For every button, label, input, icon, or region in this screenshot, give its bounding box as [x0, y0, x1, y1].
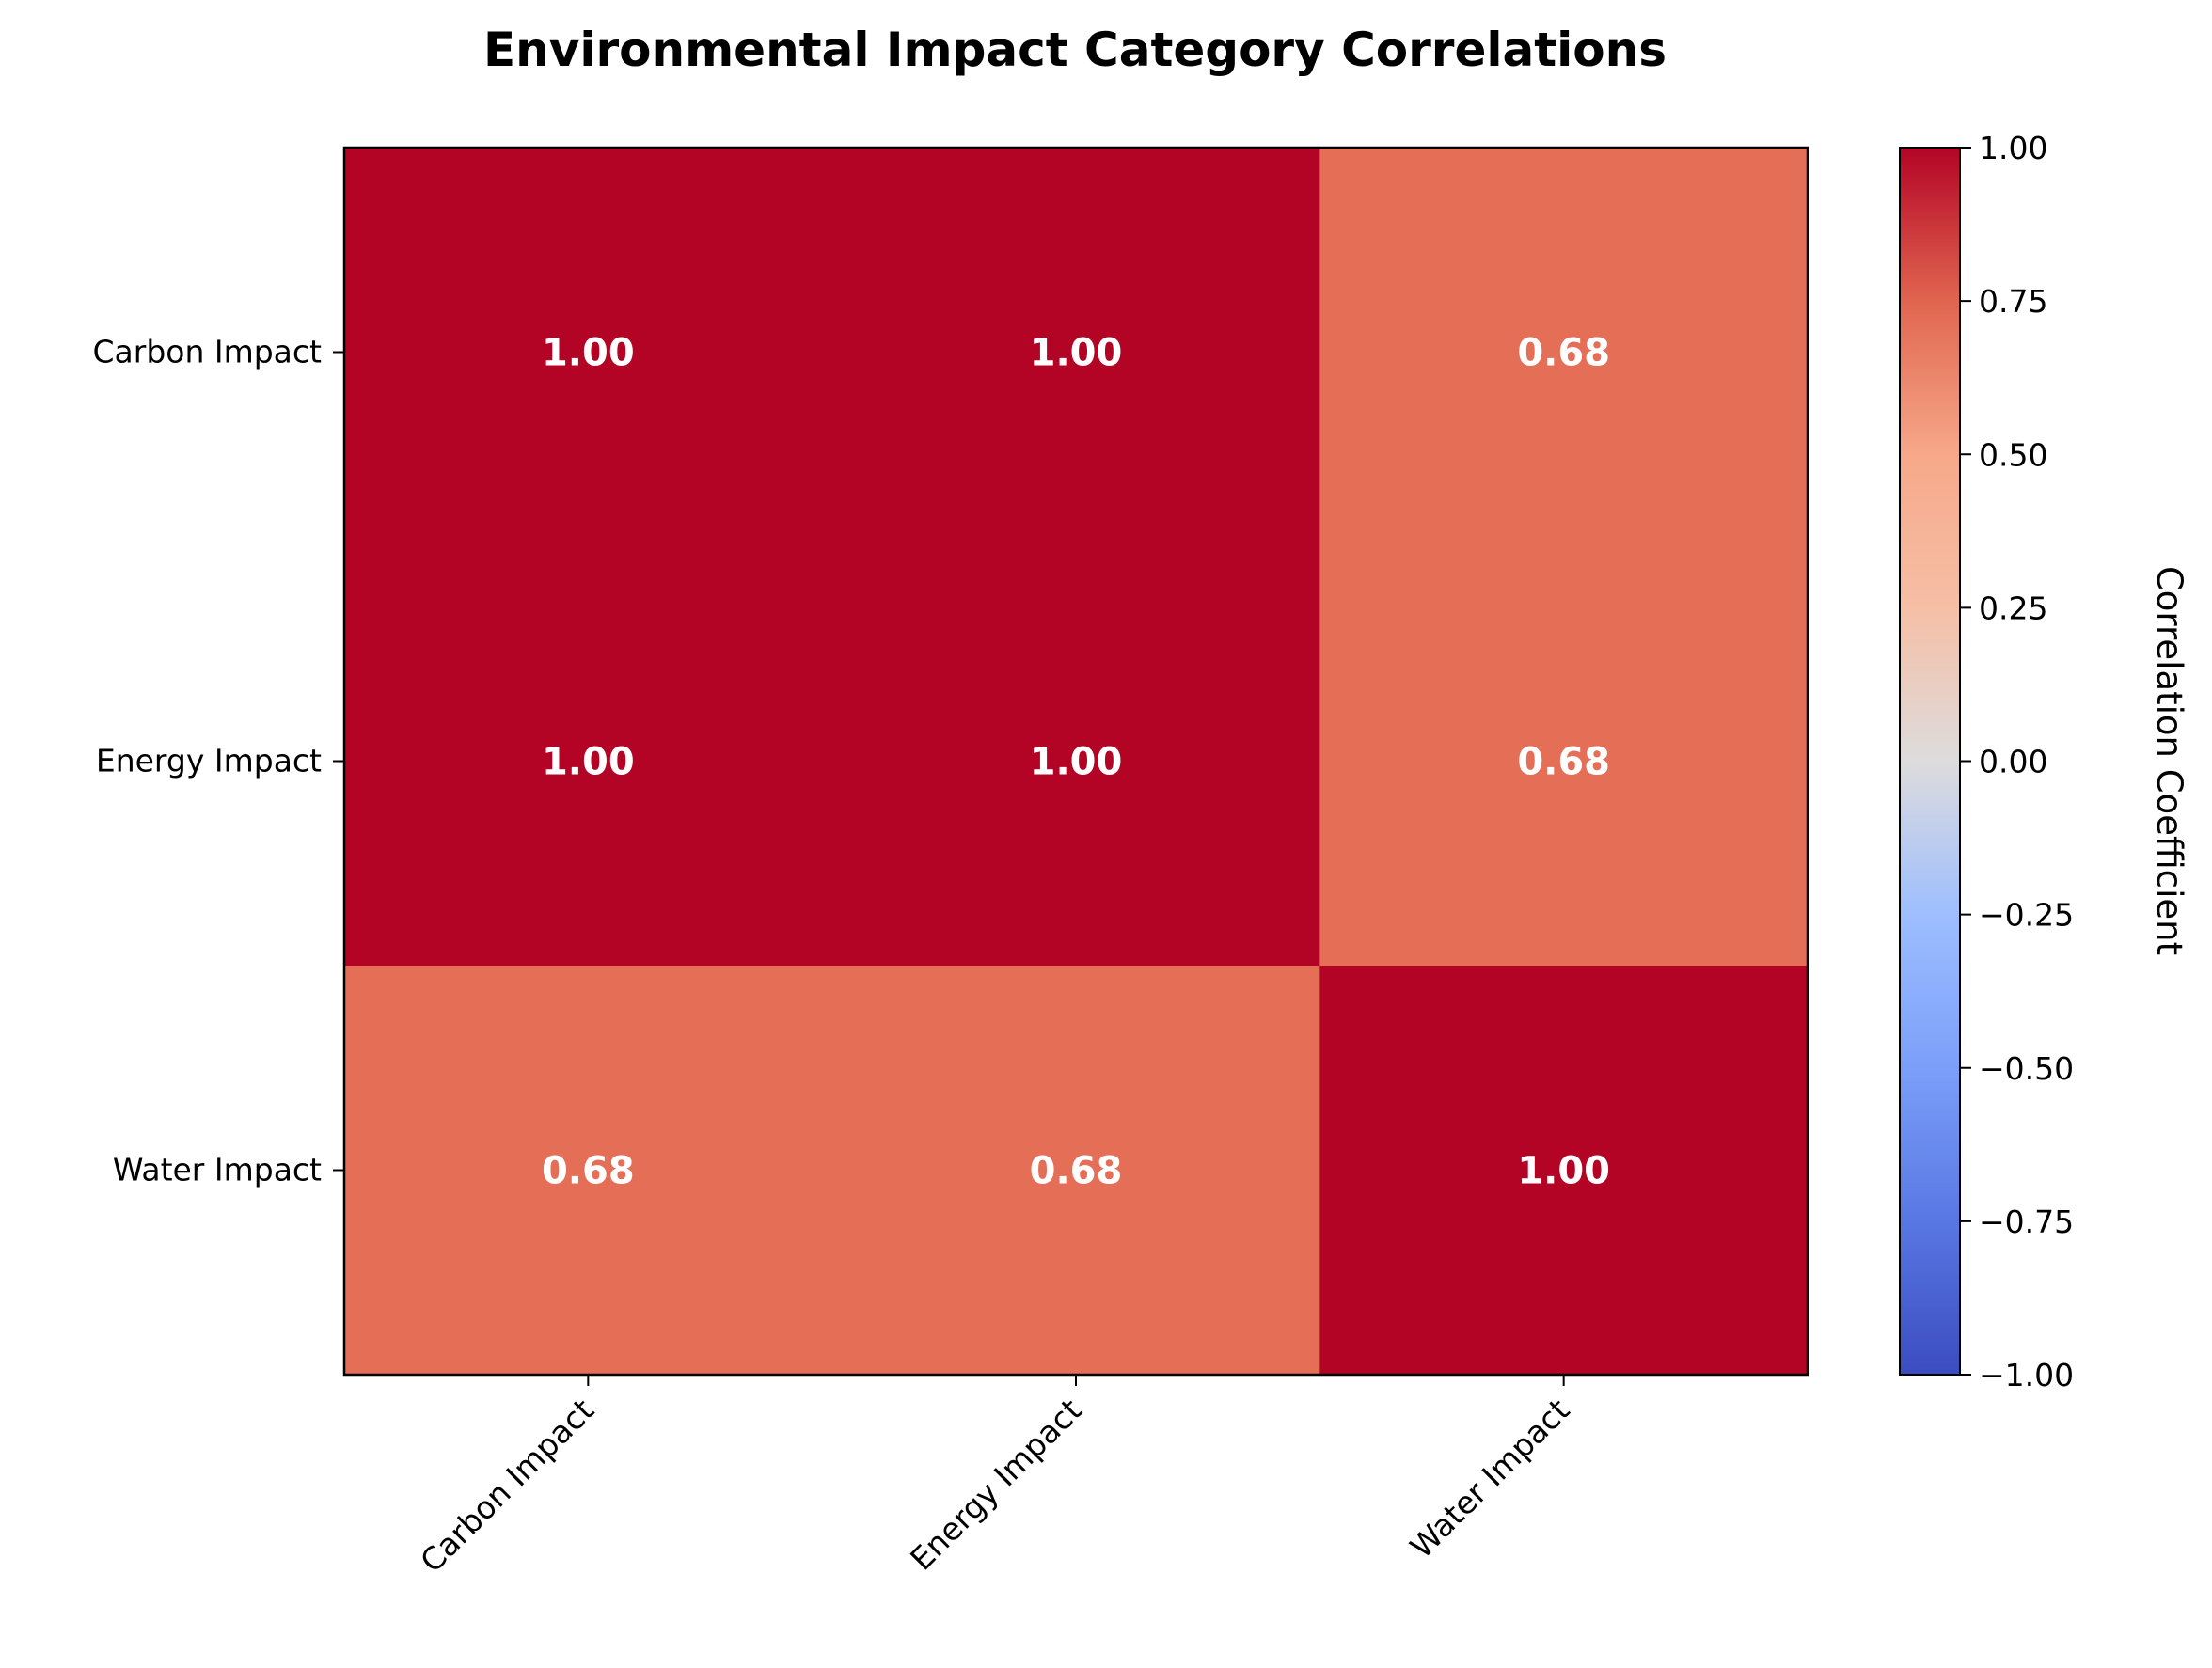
- colorbar: 1.00 0.75 0.50 0.25 0.00 −0.25 −0.50 −0.75 −1.00: [1899, 130, 2074, 1393]
- cell-value-label: 0.68: [1030, 1150, 1123, 1193]
- heatmap-cell: [1319, 148, 1809, 558]
- x-tick-label: Carbon Impact: [413, 1392, 601, 1580]
- chart-title: Environmental Impact Category Correlatio…: [483, 23, 1667, 77]
- heatmap-cell: [344, 557, 833, 967]
- cell-value-label: 0.68: [1517, 741, 1610, 784]
- x-tick-label: Water Impact: [1403, 1392, 1577, 1566]
- heatmap-cell: [831, 557, 1320, 967]
- x-tick-label: Energy Impact: [903, 1392, 1088, 1577]
- colorbar-tick-label: 1.00: [1979, 130, 2047, 166]
- y-tick-label: Energy Impact: [96, 743, 322, 779]
- x-axis: Carbon Impact Energy Impact Water Impact: [413, 1375, 1576, 1580]
- cell-value-label: 1.00: [1030, 741, 1123, 784]
- colorbar-tick-label: −0.25: [1979, 897, 2074, 934]
- cell-value-label: 1.00: [542, 741, 635, 784]
- colorbar-tick-label: −0.50: [1979, 1050, 2074, 1087]
- colorbar-tick-label: −0.75: [1979, 1204, 2074, 1240]
- cell-value-label: 0.68: [1517, 332, 1610, 375]
- colorbar-tick-label: 0.25: [1979, 590, 2047, 626]
- heatmap-cell: [344, 148, 833, 558]
- heatmap-cell-labels: 1.00 1.00 0.68 1.00 1.00 0.68 0.68 0.68 1.00: [542, 332, 1610, 1193]
- colorbar-tick-label: −1.00: [1979, 1357, 2074, 1393]
- colorbar-label: Correlation Coefficient: [2149, 566, 2189, 955]
- colorbar-tick-label: 0.50: [1979, 436, 2047, 473]
- heatmap-cells: [344, 148, 1809, 1376]
- colorbar-tick-label: 0.00: [1979, 744, 2047, 780]
- cell-value-label: 1.00: [1517, 1150, 1610, 1193]
- heatmap-cell: [831, 148, 1320, 558]
- heatmap-cell: [1319, 557, 1809, 967]
- cell-value-label: 1.00: [542, 332, 635, 375]
- heatmap-cell: [1319, 966, 1809, 1376]
- heatmap-cell: [831, 966, 1320, 1376]
- colorbar-tick-label: 0.75: [1979, 283, 2047, 320]
- cell-value-label: 0.68: [542, 1150, 635, 1193]
- colorbar-gradient: [1899, 147, 1961, 1376]
- y-axis: Carbon Impact Energy Impact Water Impact: [92, 334, 344, 1188]
- cell-value-label: 1.00: [1030, 332, 1123, 375]
- heatmap-cell: [344, 966, 833, 1376]
- y-tick-label: Carbon Impact: [92, 334, 322, 370]
- y-tick-label: Water Impact: [113, 1152, 322, 1188]
